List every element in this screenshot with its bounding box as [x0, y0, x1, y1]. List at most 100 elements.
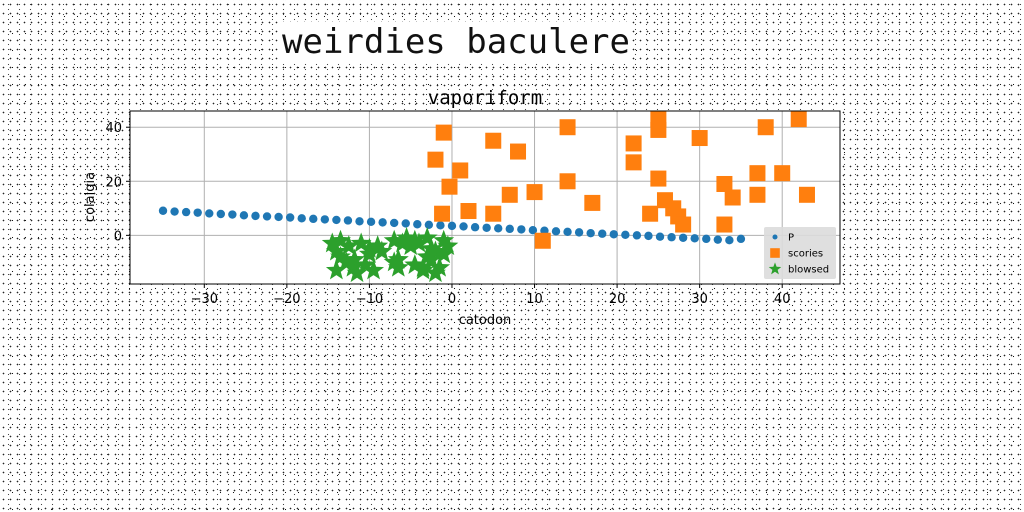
data-point-blowsed: [325, 259, 347, 280]
data-point-P: [158, 206, 168, 215]
data-point-P: [401, 219, 410, 228]
data-point-P: [297, 214, 306, 223]
data-point-blowsed: [425, 240, 446, 261]
data-point-P: [332, 215, 341, 225]
data-point-scories: [798, 186, 815, 203]
x-tick-label: −20: [273, 292, 300, 307]
legend-label-P: P: [788, 233, 794, 244]
data-point-P: [736, 234, 746, 244]
data-point-blowsed: [404, 229, 426, 250]
data-point-P: [228, 210, 237, 219]
x-axis-label: catodon: [459, 313, 512, 328]
legend-marker-blowsed: [768, 262, 782, 275]
data-point-P: [285, 213, 295, 222]
data-point-scories: [642, 205, 659, 222]
axes-background: [130, 111, 840, 284]
data-point-blowsed: [416, 227, 438, 247]
data-point-P: [378, 218, 387, 227]
x-tick-label: −10: [356, 292, 383, 307]
data-point-scories: [501, 186, 518, 203]
data-point-P: [551, 227, 561, 236]
data-point-scories: [559, 173, 576, 190]
data-point-P: [609, 230, 618, 239]
legend-marker-scories: [770, 248, 780, 258]
data-point-P: [598, 229, 607, 238]
data-point-P: [621, 230, 630, 240]
axis-ticks: −30 −20 −10 0 10 20 30 40 0 20 40: [105, 121, 790, 307]
data-point-blowsed: [358, 243, 380, 264]
legend-label-blowsed: blowsed: [788, 265, 829, 276]
data-point-P: [517, 225, 526, 234]
data-point-blowsed: [354, 254, 376, 274]
data-point-blowsed: [429, 256, 451, 277]
data-point-scories: [650, 170, 667, 187]
data-point-scories: [790, 111, 807, 128]
data-point-P: [678, 233, 688, 242]
data-point-scories: [526, 184, 543, 201]
series-blowsed: [321, 227, 459, 283]
data-point-scories: [460, 203, 477, 220]
data-point-scories: [427, 151, 444, 168]
legend-label-scories: scories: [788, 249, 823, 260]
y-tick-label: 40: [105, 121, 122, 136]
data-point-blowsed: [321, 232, 343, 253]
data-point-scories: [757, 119, 774, 136]
data-point-P: [239, 211, 249, 220]
y-tick-label: 20: [105, 175, 122, 190]
data-point-P: [205, 209, 214, 218]
x-tick-label: −30: [191, 292, 218, 307]
legend-box: [764, 227, 836, 279]
series-scories: [427, 111, 815, 249]
data-point-P: [170, 207, 179, 216]
data-point-blowsed: [396, 227, 418, 247]
data-point-P: [725, 236, 734, 245]
data-point-P: [447, 221, 457, 231]
data-point-P: [181, 207, 191, 217]
data-point-blowsed: [404, 254, 426, 274]
data-point-blowsed: [387, 248, 409, 269]
data-point-P: [494, 224, 503, 233]
data-point-P: [262, 212, 272, 221]
data-point-blowsed: [416, 245, 438, 266]
figure-suptitle: weirdies baculere: [280, 22, 632, 62]
data-point-P: [667, 233, 676, 242]
data-point-scories: [774, 165, 791, 182]
data-point-scories: [749, 165, 766, 182]
data-point-scories: [675, 216, 692, 233]
data-point-P: [343, 216, 353, 225]
data-point-blowsed: [335, 251, 357, 272]
legend-marker-P: [772, 234, 778, 240]
data-point-P: [389, 218, 399, 228]
data-point-P: [586, 228, 595, 238]
data-point-P: [436, 221, 445, 230]
y-axis-label: colalgia: [83, 172, 98, 222]
data-point-P: [355, 217, 364, 226]
data-point-P: [320, 215, 330, 224]
data-point-scories: [441, 178, 458, 195]
data-point-P: [574, 228, 584, 237]
data-point-blowsed: [383, 229, 405, 250]
data-point-P: [251, 211, 260, 221]
data-point-scories: [510, 143, 527, 160]
data-point-P: [690, 234, 699, 243]
data-point-scories: [434, 205, 451, 222]
data-point-scories: [749, 186, 766, 203]
data-point-blowsed: [387, 256, 409, 277]
data-point-P: [309, 214, 318, 224]
data-point-scories: [650, 121, 667, 138]
series-P: [158, 206, 746, 245]
data-point-scories: [534, 232, 551, 249]
x-tick-label: 10: [526, 292, 543, 307]
data-point-scories: [584, 194, 601, 211]
data-point-P: [713, 235, 723, 244]
data-point-P: [470, 223, 480, 232]
data-point-scories: [691, 130, 708, 147]
data-marks: [158, 111, 815, 283]
data-point-P: [563, 227, 572, 237]
data-point-scories: [559, 119, 576, 136]
data-point-blowsed: [350, 232, 372, 253]
data-point-scories: [716, 216, 733, 233]
y-tick-label: 0: [114, 229, 122, 244]
data-point-scories: [435, 124, 452, 141]
